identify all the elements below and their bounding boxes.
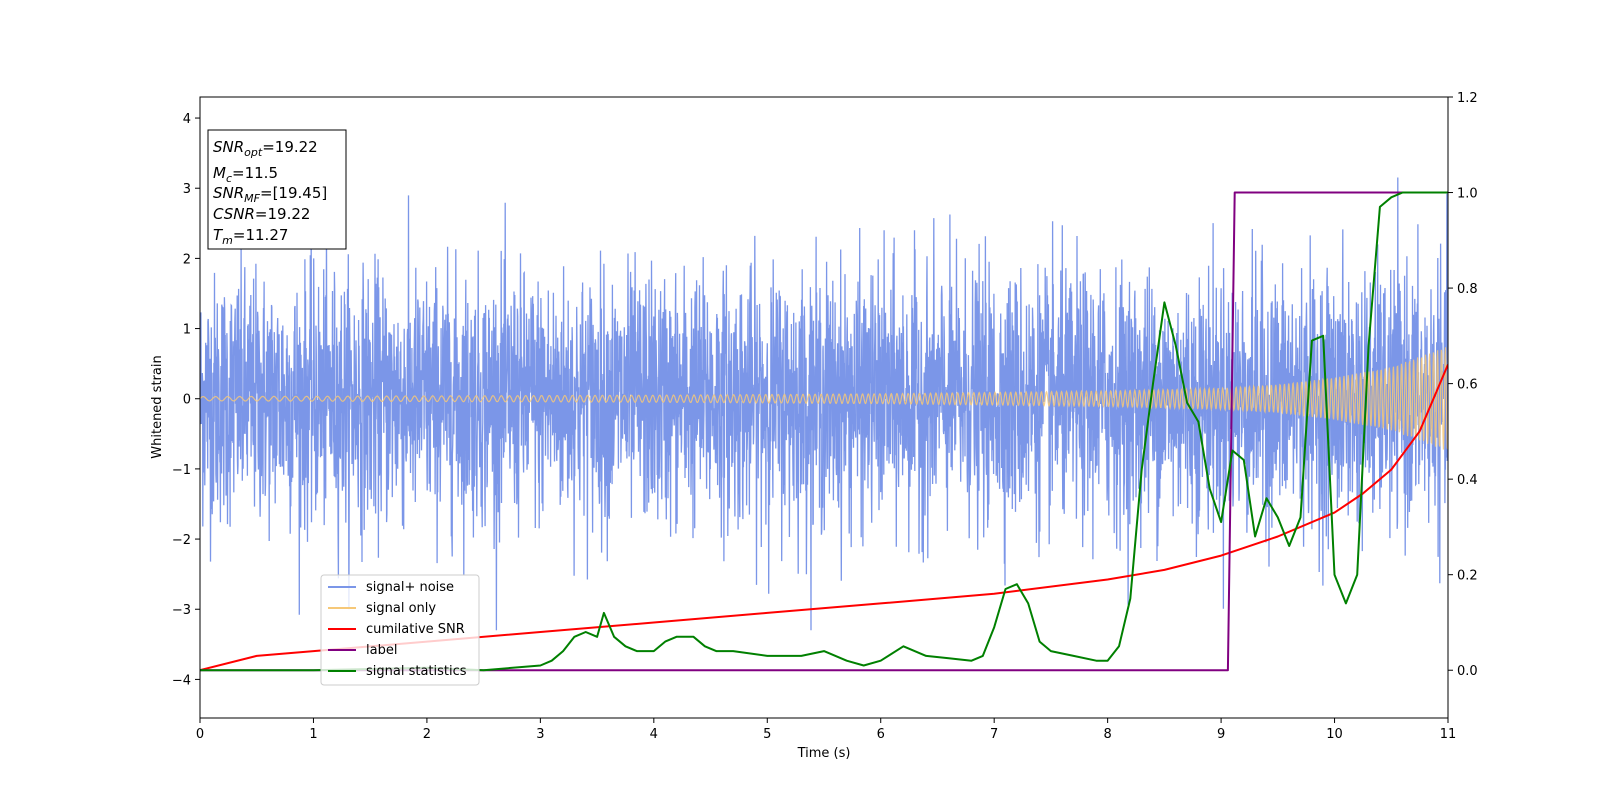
plot-frame xyxy=(199,96,1449,719)
info-csnr: CSNR=19.22 xyxy=(213,205,310,223)
x-axis-label: Time (s) xyxy=(797,746,851,761)
info-snr-opt: SNRopt=19.22 xyxy=(213,138,318,159)
info-box-frame xyxy=(207,129,347,250)
x-tick-label: 9 xyxy=(1217,727,1225,742)
x-tick-label: 7 xyxy=(990,727,998,742)
series-signal-only xyxy=(200,347,1448,450)
y-left-tick-label: −2 xyxy=(172,533,191,548)
x-tick-label: 3 xyxy=(536,727,544,742)
info-snr-mf: SNRMF=[19.45] xyxy=(213,184,327,205)
info-box: SNRopt=19.22 Mc=11.5 SNRMF=[19.45] CSNR=… xyxy=(207,129,347,250)
y-right-tick-label: 0.6 xyxy=(1457,378,1478,393)
y-right-tick-label: 0.2 xyxy=(1457,569,1478,584)
x-tick-label: 8 xyxy=(1103,727,1111,742)
y-left-tick-label: 4 xyxy=(183,112,191,127)
y-left-tick-label: −4 xyxy=(172,673,191,688)
legend-label-signal-statistics: signal statistics xyxy=(366,664,467,679)
x-tick-label: 4 xyxy=(650,727,658,742)
y-left-tick-label: 2 xyxy=(183,252,191,267)
x-tick-label: 11 xyxy=(1440,727,1457,742)
y-left-tick-label: 1 xyxy=(183,323,191,338)
y-left-tick-label: −3 xyxy=(172,603,191,618)
legend: signal+ noise signal only cumilative SNR… xyxy=(320,574,480,686)
info-tm: Tm=11.27 xyxy=(213,226,288,247)
y-right-tick-label: 1.0 xyxy=(1457,187,1478,202)
y-axis-label: Whitened strain xyxy=(150,355,165,458)
legend-frame xyxy=(320,574,480,686)
legend-label-label: label xyxy=(366,643,397,658)
legend-label-signal-only: signal only xyxy=(366,601,436,616)
y-right-tick-label: 1.2 xyxy=(1457,91,1478,106)
y-left-tick-label: 0 xyxy=(183,393,191,408)
y-right-tick-label: 0.4 xyxy=(1457,473,1478,488)
series-signal-statistics xyxy=(200,191,1448,672)
x-tick-label: 1 xyxy=(309,727,317,742)
y-left-tick-label: 3 xyxy=(183,182,191,197)
y-right-tick-label: 0.0 xyxy=(1457,664,1478,679)
x-tick-label: 6 xyxy=(877,727,885,742)
y-right-tick-label: 0.8 xyxy=(1457,282,1478,297)
series-label xyxy=(200,191,1448,672)
legend-label-cumilative-snr: cumilative SNR xyxy=(366,622,465,637)
legend-label-signal-noise: signal+ noise xyxy=(366,580,454,595)
info-mc: Mc=11.5 xyxy=(213,164,278,185)
axes-layer: 0 1 2 3 4 5 6 7 8 9 10 11 −4 −3 −2 −1 0 1 2 3 4 0.0 0.2 0.4 0.6 0… xyxy=(172,91,1478,742)
y-left-tick-label: −1 xyxy=(172,463,191,478)
x-tick-label: 0 xyxy=(196,727,204,742)
x-tick-label: 2 xyxy=(423,727,431,742)
x-tick-label: 5 xyxy=(763,727,771,742)
x-tick-label: 10 xyxy=(1326,727,1343,742)
